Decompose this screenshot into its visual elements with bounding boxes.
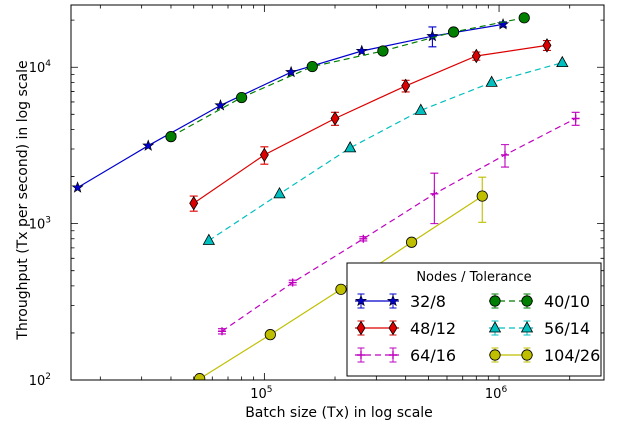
data-point (189, 195, 199, 211)
data-point (518, 12, 530, 24)
data-point (214, 99, 227, 111)
legend-label-4: 56/14 (544, 319, 590, 338)
data-point (471, 48, 481, 64)
legend-marker (386, 294, 400, 307)
legend-marker (521, 349, 533, 361)
series-line-4 (208, 62, 563, 242)
data-point (259, 147, 269, 163)
legend-marker (520, 321, 534, 333)
data-point (330, 111, 340, 126)
x-axis-label: Batch size (Tx) in log scale (245, 405, 433, 421)
data-point (285, 65, 298, 78)
data-point (447, 26, 460, 38)
data-point (355, 44, 368, 57)
legend-label-5: 64/16 (410, 346, 456, 365)
data-point (359, 234, 368, 243)
series-line-1 (77, 23, 504, 189)
data-point (542, 38, 552, 53)
data-point (194, 373, 206, 380)
legend-label-3: 48/12 (410, 319, 456, 338)
data-point (306, 60, 318, 73)
data-point (236, 91, 248, 104)
data-point (414, 103, 427, 115)
data-point (264, 329, 276, 341)
legend-label-6: 104/26 (544, 346, 600, 365)
series-line-3 (193, 44, 548, 204)
y-tick-label: 103 (29, 216, 51, 233)
data-point (401, 78, 411, 94)
legend-title: Nodes / Tolerance (416, 270, 531, 285)
plot-marks (71, 12, 580, 380)
data-point (430, 189, 439, 198)
data-point (500, 150, 509, 159)
data-point (165, 131, 177, 143)
series-line-5 (221, 117, 576, 332)
legend-marker (489, 295, 501, 307)
legend-marker (389, 351, 397, 359)
data-point (476, 190, 488, 202)
legend-marker (521, 295, 533, 307)
plot-frame (70, 4, 605, 381)
data-point (142, 139, 155, 151)
error-bar (430, 172, 439, 225)
legend-label-2: 40/10 (544, 292, 590, 311)
x-tick-label: 106 (485, 385, 508, 402)
legend-marker (388, 320, 398, 336)
legend: Nodes / Tolerance 32/8 40/10 48/12 56/14 64/1… (346, 262, 602, 377)
legend-marker (488, 321, 502, 333)
data-point (571, 114, 580, 123)
data-point (496, 18, 510, 30)
legend-label-1: 32/8 (410, 292, 446, 311)
legend-marker (356, 320, 366, 336)
data-point (406, 236, 418, 248)
legend-marker (357, 351, 365, 359)
y-tick-label: 104 (29, 59, 52, 76)
data-point (426, 29, 439, 42)
data-point (343, 141, 357, 153)
legend-marker (489, 349, 501, 361)
data-point (71, 181, 84, 193)
plot-area (71, 12, 580, 380)
series-line-2 (170, 17, 525, 138)
y-tick-label: 102 (29, 372, 51, 389)
y-axis-label: Throughput (Tx per second) in log scale (15, 60, 31, 340)
data-point (377, 45, 389, 57)
data-point (335, 283, 347, 295)
legend-box (346, 262, 602, 377)
axes: 105 106 102 103 104 (29, 4, 605, 402)
legend-marker (354, 294, 368, 307)
data-point (202, 233, 216, 245)
data-point (556, 55, 569, 68)
data-point (288, 278, 297, 287)
data-point (273, 187, 286, 199)
data-point (218, 327, 227, 336)
x-tick-label: 105 (250, 385, 272, 402)
data-point (485, 75, 498, 87)
